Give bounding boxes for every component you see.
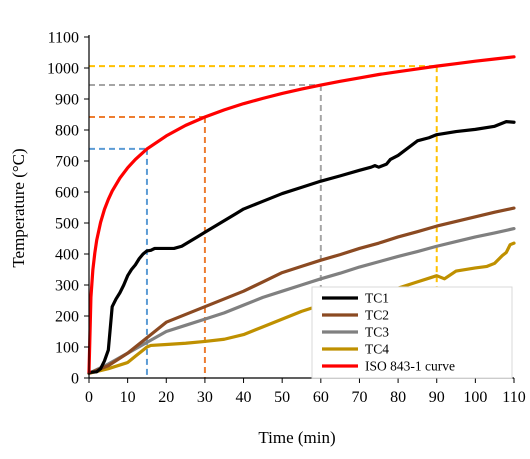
y-tick-label-900: 900	[55, 92, 79, 109]
legend-label-tc1: TC1	[365, 291, 389, 306]
series-line-tc3	[87, 226, 516, 375]
legend-label-tc2: TC2	[365, 308, 389, 323]
x-tick-label-10: 10	[120, 389, 136, 406]
x-tick-label-70: 70	[351, 389, 367, 406]
y-axis-title: Temperature (°C)	[9, 148, 28, 267]
legend: TC1 TC2 TC3 TC4 ISO 843-1 curve	[311, 286, 513, 379]
x-tick-label-20: 20	[158, 389, 174, 406]
y-tick-label-700: 700	[55, 154, 79, 171]
y-tick-label-1000: 1000	[47, 61, 79, 78]
series-line-tc1	[87, 120, 516, 375]
x-tick-label-60: 60	[313, 389, 329, 406]
x-tick-label-110: 110	[502, 389, 525, 406]
x-tick-label-50: 50	[274, 389, 290, 406]
x-tick-label-80: 80	[390, 389, 406, 406]
y-tick-label-0: 0	[71, 371, 79, 388]
y-tick-label-1100: 1100	[48, 30, 79, 47]
x-tick-label-40: 40	[236, 389, 252, 406]
legend-label-tc4: TC4	[365, 342, 389, 357]
y-tick-label-400: 400	[55, 247, 79, 264]
y-tick-label-100: 100	[55, 340, 79, 357]
x-tick-label-90: 90	[429, 389, 445, 406]
x-axis-title: Time (min)	[258, 428, 335, 447]
y-tick-label-800: 800	[55, 123, 79, 140]
x-tick-label-0: 0	[85, 389, 93, 406]
legend-label-iso-843-1-curve: ISO 843-1 curve	[365, 359, 455, 374]
y-tick-label-200: 200	[55, 309, 79, 326]
y-tick-label-500: 500	[55, 216, 79, 233]
x-tick-label-30: 30	[197, 389, 213, 406]
legend-label-tc3: TC3	[365, 325, 389, 340]
x-tick-label-100: 100	[463, 389, 487, 406]
series-line-iso-843-1-curve	[87, 55, 516, 374]
y-tick-label-300: 300	[55, 278, 79, 295]
y-tick-label-600: 600	[55, 185, 79, 202]
series-line-tc2	[87, 206, 516, 375]
